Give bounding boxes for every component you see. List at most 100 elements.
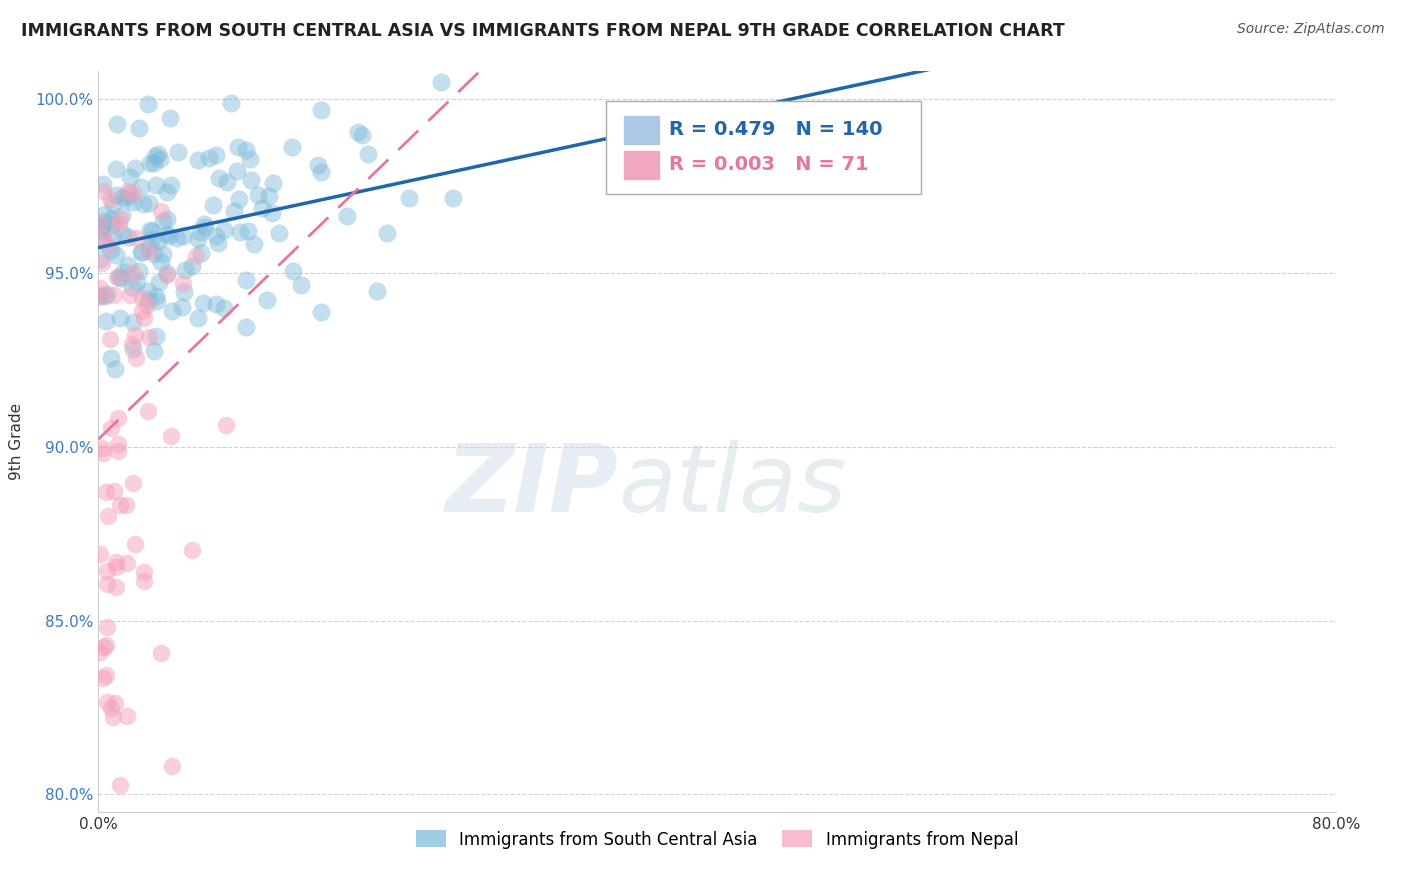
Point bbox=[94, 313, 117, 327]
Point bbox=[110, 212, 132, 227]
Point bbox=[124, 327, 146, 342]
Point bbox=[122, 186, 145, 201]
Point bbox=[105, 560, 128, 574]
Point bbox=[145, 178, 167, 193]
Point bbox=[188, 225, 211, 239]
Point bbox=[124, 537, 146, 551]
Point bbox=[90, 256, 112, 270]
Point bbox=[180, 542, 202, 557]
Point bbox=[240, 173, 263, 187]
Point bbox=[212, 301, 235, 315]
Point bbox=[98, 332, 121, 346]
Point bbox=[136, 403, 159, 417]
Point bbox=[122, 342, 145, 356]
Point bbox=[89, 289, 111, 303]
Point bbox=[100, 211, 122, 226]
Point bbox=[128, 120, 150, 135]
Point bbox=[217, 175, 239, 189]
Point bbox=[104, 187, 127, 202]
Point bbox=[441, 191, 464, 205]
Point bbox=[207, 235, 229, 250]
Point bbox=[132, 196, 155, 211]
Point bbox=[134, 574, 156, 589]
Point bbox=[111, 265, 134, 279]
Point bbox=[398, 191, 420, 205]
Point bbox=[91, 445, 114, 459]
Point bbox=[117, 187, 139, 202]
Point bbox=[96, 577, 118, 591]
Point bbox=[103, 197, 125, 211]
Point bbox=[104, 555, 127, 569]
Point bbox=[173, 285, 195, 299]
Point bbox=[94, 289, 117, 303]
Point bbox=[91, 219, 114, 233]
Point bbox=[96, 695, 118, 709]
Point bbox=[136, 96, 159, 111]
Point bbox=[208, 171, 231, 186]
Point bbox=[215, 417, 238, 432]
Point bbox=[174, 263, 197, 277]
Point bbox=[108, 217, 131, 231]
Point bbox=[93, 640, 115, 654]
Point bbox=[97, 509, 120, 524]
Point bbox=[224, 203, 246, 218]
Point bbox=[375, 226, 398, 240]
Point bbox=[108, 778, 131, 792]
Point bbox=[104, 248, 127, 262]
Point bbox=[118, 288, 141, 302]
Point bbox=[131, 244, 153, 259]
Point bbox=[105, 580, 128, 594]
Point bbox=[121, 337, 143, 351]
Point bbox=[110, 271, 132, 285]
Point bbox=[263, 176, 285, 190]
Point bbox=[89, 216, 111, 230]
Point bbox=[124, 161, 146, 176]
Point bbox=[146, 147, 169, 161]
Legend: Immigrants from South Central Asia, Immigrants from Nepal: Immigrants from South Central Asia, Immi… bbox=[409, 823, 1025, 855]
Point bbox=[89, 288, 111, 302]
Point bbox=[193, 217, 215, 231]
Point bbox=[149, 203, 172, 218]
Point bbox=[205, 147, 228, 161]
Point bbox=[125, 231, 148, 245]
Point bbox=[127, 276, 149, 290]
Point bbox=[89, 645, 111, 659]
Point bbox=[166, 145, 188, 160]
Point bbox=[204, 229, 226, 244]
Point bbox=[172, 276, 194, 290]
Point bbox=[170, 301, 193, 315]
Point bbox=[90, 224, 112, 238]
Text: ZIP: ZIP bbox=[446, 440, 619, 532]
Point bbox=[105, 117, 128, 131]
Point bbox=[131, 303, 153, 318]
Point bbox=[122, 266, 145, 280]
Point bbox=[238, 152, 260, 166]
Point bbox=[117, 229, 139, 244]
Point bbox=[311, 165, 333, 179]
Point bbox=[235, 320, 257, 334]
Point bbox=[97, 238, 120, 252]
Point bbox=[136, 293, 159, 307]
Point bbox=[256, 293, 278, 307]
Point bbox=[184, 249, 207, 263]
Point bbox=[160, 759, 183, 773]
Point bbox=[91, 229, 114, 244]
Point bbox=[225, 164, 247, 178]
Point bbox=[98, 192, 121, 206]
Point bbox=[134, 565, 156, 579]
Point bbox=[107, 443, 129, 458]
Point bbox=[159, 178, 181, 192]
Point bbox=[156, 185, 179, 199]
Point bbox=[156, 212, 179, 227]
Point bbox=[96, 620, 118, 634]
Point bbox=[108, 498, 131, 512]
Point bbox=[117, 191, 139, 205]
Point bbox=[146, 293, 169, 308]
Point bbox=[290, 278, 312, 293]
Point bbox=[172, 229, 194, 244]
Point bbox=[180, 259, 202, 273]
Point bbox=[347, 125, 370, 139]
Point bbox=[108, 310, 131, 325]
Text: IMMIGRANTS FROM SOUTH CENTRAL ASIA VS IMMIGRANTS FROM NEPAL 9TH GRADE CORRELATIO: IMMIGRANTS FROM SOUTH CENTRAL ASIA VS IM… bbox=[21, 22, 1064, 40]
Point bbox=[166, 231, 188, 245]
